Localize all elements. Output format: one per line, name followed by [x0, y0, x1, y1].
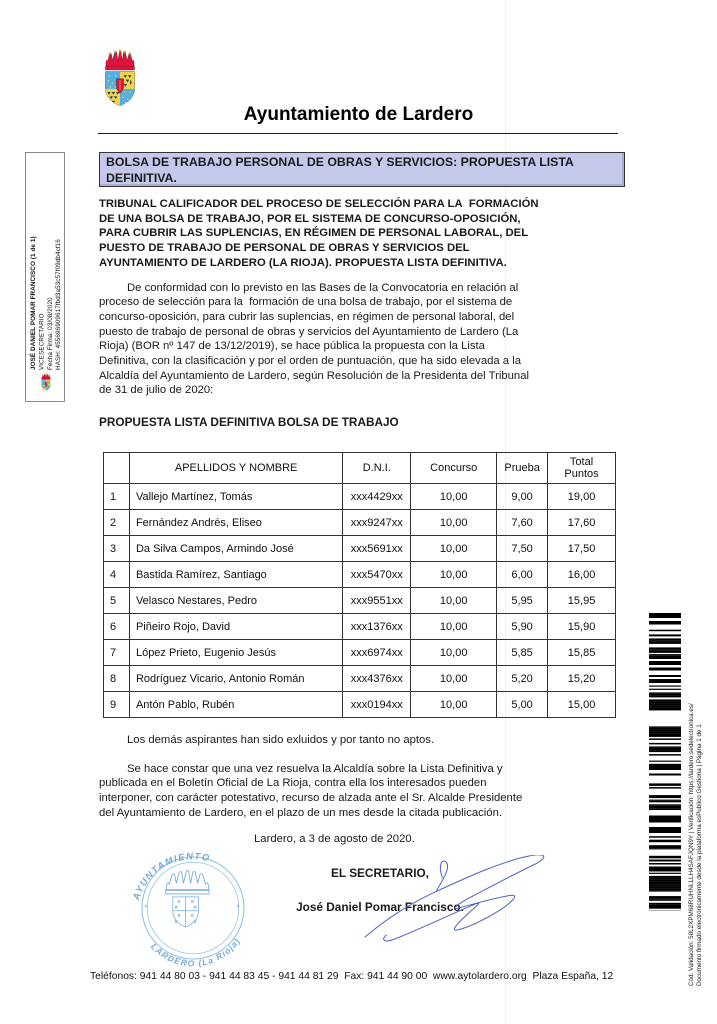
- svg-text:*: *: [237, 903, 241, 912]
- svg-text:LARDERO (La Rioja): LARDERO (La Rioja): [149, 936, 242, 969]
